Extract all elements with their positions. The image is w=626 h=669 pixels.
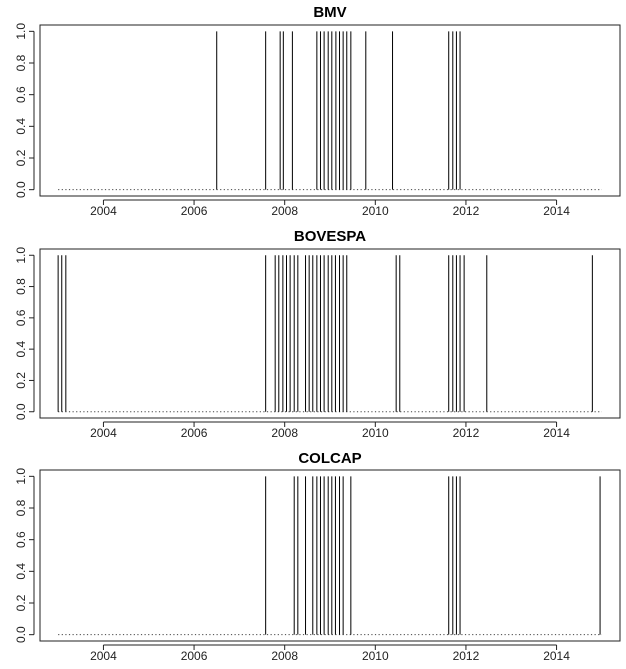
y-tick-label: 0.4 — [14, 118, 28, 135]
panels: BMV 0.0 0.2 0.4 0.6 0.8 1.0 2004 2006 2008 2010 201… — [14, 4, 621, 663]
x-tick-label: 2010 — [362, 649, 389, 663]
x-tick-label: 2014 — [543, 649, 570, 663]
x-tick-label: 2006 — [181, 204, 208, 218]
panel-title: BOVESPA — [294, 228, 366, 245]
x-tick-label: 2008 — [271, 426, 298, 440]
x-tick-label: 2012 — [453, 649, 480, 663]
x-tick-label: 2010 — [362, 426, 389, 440]
y-tick-label: 1.0 — [14, 23, 28, 40]
x-tick-label: 2010 — [362, 204, 389, 218]
y-tick-label: 0.8 — [14, 54, 28, 71]
y-tick-label: 0.2 — [14, 372, 28, 389]
y-tick-label: 0.2 — [14, 594, 28, 611]
plot-frame — [39, 248, 621, 419]
y-tick-label: 0.4 — [14, 563, 28, 580]
y-tick-label: 0.8 — [14, 499, 28, 516]
chart-panel-bmv: BMV 0.0 0.2 0.4 0.6 0.8 1.0 2004 2006 2008 2010 201… — [14, 4, 621, 218]
y-tick-label: 0.4 — [14, 340, 28, 357]
y-tick-label: 0.6 — [14, 531, 28, 548]
y-tick-label: 0.2 — [14, 149, 28, 166]
y-tick-label: 0.6 — [14, 86, 28, 103]
x-tick-label: 2006 — [181, 426, 208, 440]
x-tick-label: 2008 — [271, 204, 298, 218]
x-tick-label: 2004 — [90, 204, 117, 218]
y-tick-label: 1.0 — [14, 247, 28, 264]
panel-title: COLCAP — [298, 450, 361, 467]
y-tick-label: 0.0 — [14, 403, 28, 420]
x-tick-label: 2006 — [181, 649, 208, 663]
panel-title: BMV — [313, 4, 346, 21]
y-tick-label: 0.0 — [14, 626, 28, 643]
y-tick-label: 0.0 — [14, 181, 28, 198]
x-tick-label: 2014 — [543, 426, 570, 440]
y-tick-label: 1.0 — [14, 468, 28, 485]
chart-panel-colcap: COLCAP 0.0 0.2 0.4 0.6 0.8 1.0 2004 2006 2008 2010… — [14, 450, 621, 663]
plot-frame — [39, 24, 621, 197]
x-tick-label: 2004 — [90, 426, 117, 440]
plot-frame — [39, 469, 621, 642]
y-tick-label: 0.6 — [14, 309, 28, 326]
x-tick-label: 2014 — [543, 204, 570, 218]
x-tick-label: 2012 — [453, 426, 480, 440]
y-tick-label: 0.8 — [14, 278, 28, 295]
x-tick-label: 2004 — [90, 649, 117, 663]
chart-panel-bovespa: BOVESPA 0.0 0.2 0.4 0.6 0.8 1.0 2004 2006 2008 201… — [14, 228, 621, 440]
x-tick-label: 2012 — [453, 204, 480, 218]
x-tick-label: 2008 — [271, 649, 298, 663]
